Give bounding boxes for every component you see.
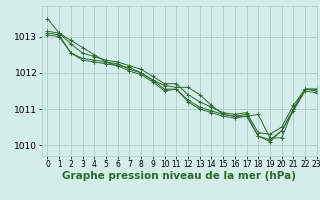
- X-axis label: Graphe pression niveau de la mer (hPa): Graphe pression niveau de la mer (hPa): [62, 171, 296, 181]
